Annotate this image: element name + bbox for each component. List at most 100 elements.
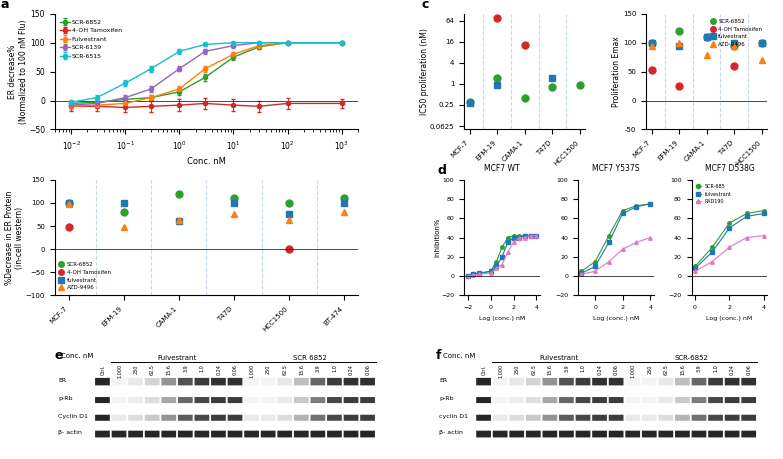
Text: 1.0: 1.0: [200, 364, 205, 372]
FancyBboxPatch shape: [675, 415, 690, 421]
Y-axis label: ER decrease%
(Normalized to 100 nM Flu): ER decrease% (Normalized to 100 nM Flu): [8, 19, 27, 124]
Y-axis label: IC50 proliferation (nM): IC50 proliferation (nM): [420, 28, 428, 115]
FancyBboxPatch shape: [476, 431, 491, 437]
Text: 0.24: 0.24: [597, 364, 602, 375]
FancyBboxPatch shape: [543, 431, 557, 437]
FancyBboxPatch shape: [277, 431, 292, 437]
Text: ER: ER: [439, 378, 447, 382]
Text: 250: 250: [648, 364, 652, 374]
FancyBboxPatch shape: [261, 397, 276, 403]
Y-axis label: %Decrease in ER Protein
(in-cell western): %Decrease in ER Protein (in-cell western…: [5, 190, 24, 285]
Text: Fulvestrant: Fulvestrant: [158, 355, 197, 361]
FancyBboxPatch shape: [145, 378, 160, 386]
FancyBboxPatch shape: [327, 431, 342, 437]
FancyBboxPatch shape: [725, 431, 739, 437]
FancyBboxPatch shape: [659, 431, 673, 437]
Legend: SCR-6852, 4-OH Tamoxifen, Fulvestrant, SCR-6139, SCR-6515: SCR-6852, 4-OH Tamoxifen, Fulvestrant, S…: [58, 17, 124, 61]
Text: e: e: [55, 349, 63, 362]
FancyBboxPatch shape: [493, 415, 507, 421]
Text: 62.5: 62.5: [664, 364, 669, 375]
Text: 0.24: 0.24: [349, 364, 354, 375]
Y-axis label: Proliferation Emax: Proliferation Emax: [612, 36, 622, 107]
FancyBboxPatch shape: [691, 431, 706, 437]
FancyBboxPatch shape: [360, 397, 375, 403]
Text: 0.06: 0.06: [747, 364, 752, 375]
FancyBboxPatch shape: [659, 378, 673, 386]
Text: 0.06: 0.06: [366, 364, 370, 375]
Text: a: a: [0, 0, 9, 11]
FancyBboxPatch shape: [145, 415, 160, 421]
Text: cyclin D1: cyclin D1: [439, 414, 468, 419]
Text: Ctrl.: Ctrl.: [482, 364, 486, 375]
FancyBboxPatch shape: [194, 378, 209, 386]
Legend: SCR-685, fulvestrant, RAD190: SCR-685, fulvestrant, RAD190: [694, 182, 734, 206]
FancyBboxPatch shape: [691, 415, 706, 421]
FancyBboxPatch shape: [294, 415, 309, 421]
Text: 15.6: 15.6: [548, 364, 553, 375]
FancyBboxPatch shape: [228, 397, 243, 403]
Text: 250: 250: [134, 364, 139, 374]
FancyBboxPatch shape: [178, 415, 193, 421]
FancyBboxPatch shape: [311, 431, 325, 437]
FancyBboxPatch shape: [742, 397, 756, 403]
FancyBboxPatch shape: [327, 378, 342, 386]
Text: Conc. nM: Conc. nM: [442, 353, 475, 359]
FancyBboxPatch shape: [327, 397, 342, 403]
FancyBboxPatch shape: [145, 431, 160, 437]
FancyBboxPatch shape: [592, 415, 607, 421]
Text: 3.9: 3.9: [316, 364, 321, 372]
FancyBboxPatch shape: [244, 415, 259, 421]
Legend: SCR-6852, 4-OH Tamoxifen, fulvestrant, AZD-9496: SCR-6852, 4-OH Tamoxifen, fulvestrant, A…: [58, 260, 114, 293]
Text: 1,000: 1,000: [498, 364, 503, 379]
Title: MCF7 D538G: MCF7 D538G: [705, 164, 754, 174]
Text: 62.5: 62.5: [283, 364, 287, 375]
FancyBboxPatch shape: [128, 431, 143, 437]
Text: ER: ER: [58, 378, 67, 382]
FancyBboxPatch shape: [277, 378, 292, 386]
FancyBboxPatch shape: [311, 415, 325, 421]
FancyBboxPatch shape: [493, 397, 507, 403]
FancyBboxPatch shape: [327, 415, 342, 421]
FancyBboxPatch shape: [708, 397, 723, 403]
FancyBboxPatch shape: [559, 378, 574, 386]
FancyBboxPatch shape: [509, 378, 524, 386]
FancyBboxPatch shape: [311, 378, 325, 386]
FancyBboxPatch shape: [294, 431, 309, 437]
FancyBboxPatch shape: [261, 431, 276, 437]
FancyBboxPatch shape: [608, 415, 623, 421]
FancyBboxPatch shape: [244, 431, 259, 437]
FancyBboxPatch shape: [526, 378, 540, 386]
FancyBboxPatch shape: [476, 378, 491, 386]
FancyBboxPatch shape: [178, 431, 193, 437]
FancyBboxPatch shape: [659, 397, 673, 403]
FancyBboxPatch shape: [742, 378, 756, 386]
FancyBboxPatch shape: [592, 397, 607, 403]
FancyBboxPatch shape: [576, 378, 590, 386]
Text: 250: 250: [266, 364, 271, 374]
FancyBboxPatch shape: [277, 397, 292, 403]
FancyBboxPatch shape: [725, 378, 739, 386]
FancyBboxPatch shape: [244, 378, 259, 386]
FancyBboxPatch shape: [128, 415, 143, 421]
Text: 15.6: 15.6: [680, 364, 685, 375]
FancyBboxPatch shape: [509, 415, 524, 421]
FancyBboxPatch shape: [608, 397, 623, 403]
Text: 3.9: 3.9: [697, 364, 702, 372]
FancyBboxPatch shape: [642, 397, 657, 403]
Title: MCF7 WT: MCF7 WT: [484, 164, 520, 174]
FancyBboxPatch shape: [543, 415, 557, 421]
FancyBboxPatch shape: [526, 415, 540, 421]
X-axis label: Conc. nM: Conc. nM: [187, 157, 226, 166]
FancyBboxPatch shape: [344, 397, 359, 403]
Text: 3.9: 3.9: [183, 364, 188, 372]
FancyBboxPatch shape: [344, 378, 359, 386]
FancyBboxPatch shape: [244, 397, 259, 403]
Text: 15.6: 15.6: [299, 364, 305, 375]
Title: MCF7 Y537S: MCF7 Y537S: [592, 164, 640, 174]
FancyBboxPatch shape: [261, 415, 276, 421]
FancyBboxPatch shape: [294, 397, 309, 403]
FancyBboxPatch shape: [708, 378, 723, 386]
FancyBboxPatch shape: [228, 415, 243, 421]
FancyBboxPatch shape: [675, 431, 690, 437]
FancyBboxPatch shape: [493, 378, 507, 386]
